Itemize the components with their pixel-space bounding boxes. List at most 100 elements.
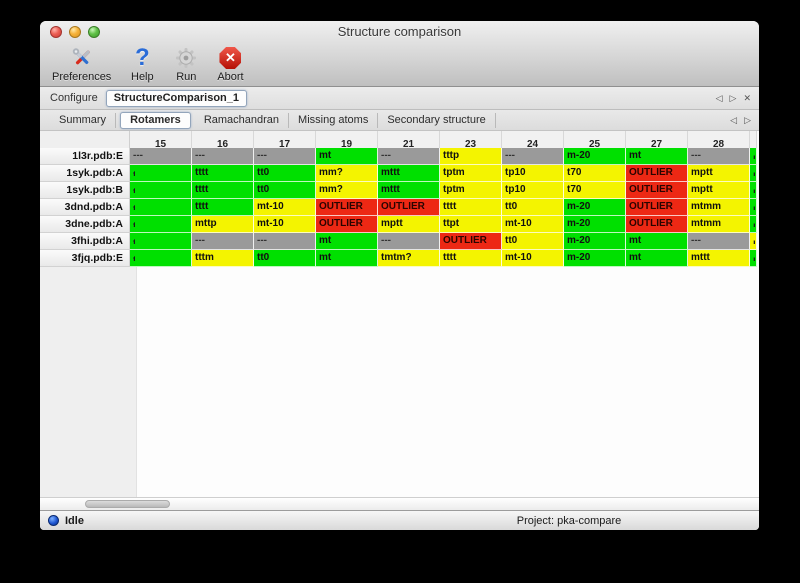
rotamer-cell-overflow[interactable]: m [750,250,757,267]
rotamer-cell[interactable]: --- [192,148,254,165]
rotamer-cell[interactable]: t70 [564,165,626,182]
zoom-window-button[interactable] [88,26,100,38]
rotamer-cell[interactable]: mttt [688,250,750,267]
rotamer-cell[interactable]: tttt [192,199,254,216]
rotamer-cell[interactable]: tt0 [254,250,316,267]
tab-secondary-structure[interactable]: Secondary structure [378,112,496,128]
row-label[interactable]: 3fjq.pdb:E [40,250,130,267]
tab-ramachandran[interactable]: Ramachandran [195,112,290,128]
rotamer-cell[interactable]: OUTLIER [626,182,688,199]
rotamer-cell[interactable]: OUTLIER [440,233,502,250]
rotamer-cell[interactable]: mt [626,148,688,165]
preferences-button[interactable]: Preferences [52,45,111,83]
rotamer-cell-overflow[interactable]: m [750,182,757,199]
rotamer-cell[interactable]: tp10 [502,182,564,199]
row-label[interactable]: 3fhi.pdb:A [40,233,130,250]
rotamer-cell[interactable]: tttp [440,148,502,165]
rotamer-cell[interactable]: tp10 [502,165,564,182]
rotamer-cell[interactable]: tttt [440,250,502,267]
rotamer-cell[interactable]: mt-10 [502,250,564,267]
rotamer-cell[interactable]: --- [378,233,440,250]
tab-scroll-right-icon[interactable]: ▷ [729,92,737,103]
rotamer-cell[interactable]: mt-10 [254,216,316,233]
rotamer-cell[interactable]: --- [688,148,750,165]
rotamer-cell[interactable]: tttt [192,165,254,182]
rotamer-cell[interactable]: --- [254,148,316,165]
rotamer-cell[interactable]: OUTLIER [316,199,378,216]
minimize-window-button[interactable] [69,26,81,38]
rotamer-cell-overflow[interactable]: m [750,216,757,233]
rotamer-cell[interactable]: mt-10 [502,216,564,233]
rotamer-cell[interactable]: mt [626,233,688,250]
rotamer-cell[interactable]: mtmm [688,199,750,216]
rotamer-cell[interactable]: t [130,250,192,267]
rotamer-cell[interactable]: mptt [378,216,440,233]
rotamer-cell[interactable]: mptt [688,182,750,199]
rotamer-cell[interactable]: OUTLIER [626,165,688,182]
horizontal-scrollbar[interactable] [40,497,759,510]
rotamer-cell[interactable]: --- [688,233,750,250]
rotamer-cell[interactable]: t [130,199,192,216]
rotamer-cell[interactable]: tt0 [254,165,316,182]
rotamer-cell[interactable]: mm? [316,182,378,199]
run-button[interactable]: Run [173,45,199,83]
horizontal-scrollbar-thumb[interactable] [85,500,170,508]
rotamer-cell[interactable]: OUTLIER [626,199,688,216]
rotamer-cell[interactable]: t [130,216,192,233]
tab-summary[interactable]: Summary [50,112,117,128]
row-label[interactable]: 3dnd.pdb:A [40,199,130,216]
title-bar[interactable]: Structure comparison [40,21,759,43]
rotamer-cell[interactable]: t [130,182,192,199]
rotamer-cell[interactable]: mttt [378,182,440,199]
rotamer-cell[interactable]: t [130,165,192,182]
help-button[interactable]: ? Help [129,45,155,84]
rotamer-cell[interactable]: m-20 [564,233,626,250]
abort-button[interactable]: ✕ Abort [217,45,244,83]
rotamer-cell-overflow[interactable]: m [750,148,757,165]
rotamer-cell[interactable]: tmtm? [378,250,440,267]
rotamer-cell[interactable]: tttt [192,182,254,199]
rotamer-cell[interactable]: m-20 [564,148,626,165]
rotamer-cell[interactable]: mm? [316,165,378,182]
rotamer-cell[interactable]: --- [502,148,564,165]
rotamer-cell[interactable]: OUTLIER [316,216,378,233]
rotamer-cell[interactable]: m-20 [564,216,626,233]
rotamer-cell[interactable]: --- [378,148,440,165]
view-tab-scroll-left-icon[interactable]: ◁ [730,114,738,125]
rotamer-cell[interactable]: tptm [440,165,502,182]
rotamer-cell[interactable]: tptm [440,182,502,199]
row-label[interactable]: 1syk.pdb:A [40,165,130,182]
tab-missing-atoms[interactable]: Missing atoms [289,112,379,128]
rotamer-cell[interactable]: tt0 [502,233,564,250]
rotamer-cell[interactable]: mtmm [688,216,750,233]
rotamer-cell-overflow[interactable]: m [750,165,757,182]
tab-close-icon[interactable]: ✕ [743,92,751,103]
rotamer-cell[interactable]: tt0 [502,199,564,216]
rotamer-cell[interactable]: --- [254,233,316,250]
tab-structure-comparison-1[interactable]: StructureComparison_1 [105,89,248,107]
tab-scroll-left-icon[interactable]: ◁ [715,92,723,103]
rotamer-cell[interactable]: tttt [440,199,502,216]
rotamer-cell[interactable]: mttp [192,216,254,233]
rotamer-cell[interactable]: --- [130,148,192,165]
row-label[interactable]: 1l3r.pdb:E [40,148,130,165]
rotamer-cell[interactable]: --- [192,233,254,250]
rotamer-cell[interactable]: OUTLIER [378,199,440,216]
rotamer-cell[interactable]: ttpt [440,216,502,233]
rotamer-cell[interactable]: mt [626,250,688,267]
rotamer-cell[interactable]: mt [316,148,378,165]
rotamer-cell[interactable]: mt-10 [254,199,316,216]
close-window-button[interactable] [50,26,62,38]
tab-rotamers[interactable]: Rotamers [120,111,191,129]
row-label[interactable]: 1syk.pdb:B [40,182,130,199]
rotamer-cell[interactable]: tttm [192,250,254,267]
view-tab-scroll-right-icon[interactable]: ▷ [744,114,751,125]
rotamer-cell[interactable]: mttt [378,165,440,182]
rotamer-cell[interactable]: mt [316,233,378,250]
rotamer-cell[interactable]: OUTLIER [626,216,688,233]
rotamer-cell-overflow[interactable]: m [750,233,757,250]
rotamer-cell[interactable]: mt [316,250,378,267]
row-label[interactable]: 3dne.pdb:A [40,216,130,233]
rotamer-cell[interactable]: mptt [688,165,750,182]
rotamer-cell[interactable]: m-20 [564,199,626,216]
